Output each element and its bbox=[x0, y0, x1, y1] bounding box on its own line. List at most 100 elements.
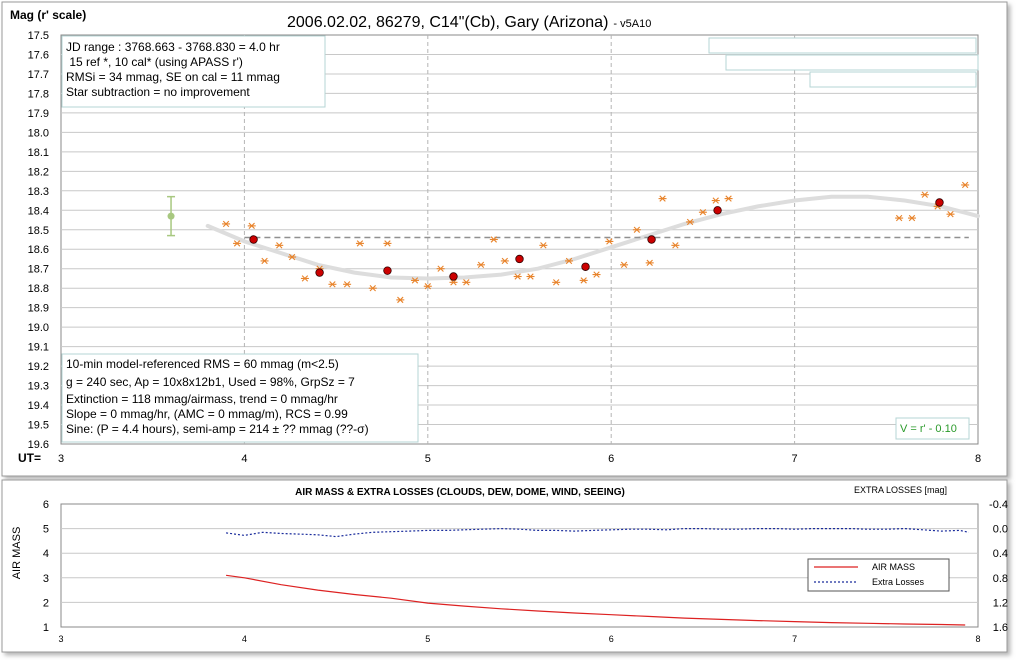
data-point-asterisk bbox=[300, 275, 309, 282]
extra-losses-tick-label: 0.4 bbox=[993, 548, 1008, 560]
info-box-top bbox=[61, 35, 326, 108]
data-point-asterisk bbox=[895, 214, 904, 222]
data-point-asterisk bbox=[565, 257, 574, 265]
x-tick-label: 3 bbox=[58, 453, 64, 465]
data-point-asterisk bbox=[658, 195, 667, 202]
x-tick-label: 5 bbox=[425, 453, 431, 465]
airmass-x-tick-label: 5 bbox=[425, 634, 430, 644]
data-point-asterisk bbox=[462, 279, 471, 286]
info-bottom-line-1: 10-min model-referenced RMS = 60 mmag (m… bbox=[66, 357, 339, 371]
data-point-asterisk bbox=[671, 242, 680, 249]
legend-box-1 bbox=[708, 37, 977, 54]
airmass-left-ticks: 1 2 3 4 5 6 bbox=[43, 499, 49, 634]
airmass-tick-label: 4 bbox=[43, 548, 49, 560]
chart-title-suffix: - v5A10 bbox=[613, 18, 651, 30]
legend-box-3 bbox=[809, 71, 977, 88]
legend-box-2 bbox=[725, 54, 979, 71]
data-point-asterisk bbox=[449, 279, 458, 286]
data-point-asterisk bbox=[288, 253, 297, 261]
data-point-asterisk bbox=[907, 214, 916, 222]
y-tick-label: 17.7 bbox=[28, 69, 49, 81]
info-top-line-1: JD range : 3768.663 - 3768.830 = 4.0 hr bbox=[66, 40, 280, 54]
data-point-asterisk bbox=[396, 296, 405, 304]
chart-title-main: 2006.02.02, 86279, C14"(Cb), Gary (Arizo… bbox=[287, 14, 608, 31]
y-axis-label: Mag (r' scale) bbox=[10, 8, 86, 22]
data-point-asterisk bbox=[920, 191, 929, 198]
legend-label-extra-losses: Extra Losses bbox=[872, 577, 925, 587]
data-point-asterisk bbox=[513, 273, 522, 280]
data-point-asterisk bbox=[552, 279, 561, 286]
airmass-tick-label: 5 bbox=[43, 524, 49, 536]
data-point-average bbox=[935, 198, 944, 207]
extra-losses-line bbox=[226, 527, 969, 538]
data-point-asterisk bbox=[632, 226, 641, 233]
y-tick-label: 19.1 bbox=[28, 342, 49, 354]
airmass-tick-label: 6 bbox=[43, 499, 49, 511]
data-point-asterisk bbox=[526, 273, 535, 280]
data-point-asterisk bbox=[247, 222, 256, 230]
info-bottom-line-4: Slope = 0 mmag/hr, (AMC = 0 mmag/m), RCS… bbox=[66, 407, 348, 421]
airmass-chart: 1 2 3 4 5 6 -0.4 0.0 0.4 0.8 1.2 1.6 3 4 5 6 7 8 AIR MA… bbox=[11, 485, 1008, 644]
data-point-asterisk bbox=[368, 285, 377, 292]
y-tick-label: 18.6 bbox=[28, 244, 49, 256]
y-tick-label: 17.5 bbox=[28, 30, 49, 42]
data-point-average bbox=[249, 235, 258, 244]
airmass-legend bbox=[807, 558, 950, 592]
x-tick-label: 6 bbox=[608, 453, 614, 465]
data-point-asterisk bbox=[355, 240, 364, 247]
data-point-asterisk bbox=[233, 240, 242, 247]
magnitude-chart: 17.5 17.6 17.7 17.8 17.9 18.0 18.1 18.2 18.3 18.4… bbox=[10, 8, 981, 465]
airmass-y-label: AIR MASS bbox=[11, 527, 23, 580]
info-top-line-3: RMSi = 34 mmag, SE on cal = 11 mmag bbox=[66, 70, 280, 84]
info-bottom-line-3: Extinction = 118 mmag/airmass, trend = 0… bbox=[66, 392, 338, 406]
y-tick-label: 18.1 bbox=[28, 147, 49, 159]
extra-losses-tick-label: 1.6 bbox=[993, 622, 1008, 634]
airmass-x-tick-label: 7 bbox=[792, 634, 797, 644]
airmass-series bbox=[226, 527, 969, 626]
airmass-tick-label: 1 bbox=[43, 622, 49, 634]
data-point-asterisk bbox=[698, 209, 707, 216]
data-point-asterisk bbox=[645, 259, 654, 267]
airmass-x-tick-label: 3 bbox=[58, 634, 63, 644]
airmass-x-tick-label: 8 bbox=[975, 634, 980, 644]
extra-losses-tick-label: 0.8 bbox=[993, 573, 1008, 585]
y-tick-label: 18.8 bbox=[28, 283, 49, 295]
info-box-bottom bbox=[61, 353, 419, 443]
sine-fit-curve bbox=[205, 194, 980, 281]
airmass-x-ticks: 3 4 5 6 7 8 bbox=[58, 634, 980, 644]
y-tick-label: 19.2 bbox=[28, 361, 49, 373]
v-label-text: V = r' - 0.10 bbox=[900, 423, 957, 435]
chart-title: 2006.02.02, 86279, C14"(Cb), Gary (Arizo… bbox=[287, 14, 651, 31]
data-point-asterisk bbox=[222, 220, 231, 228]
airmass-x-tick-label: 4 bbox=[242, 634, 247, 644]
y-tick-label: 17.9 bbox=[28, 108, 49, 120]
legend-label-airmass: AIR MASS bbox=[872, 562, 915, 572]
extra-losses-tick-label: 0.0 bbox=[993, 524, 1008, 536]
airmass-chart-title: AIR MASS & EXTRA LOSSES (CLOUDS, DEW, DO… bbox=[295, 487, 625, 498]
data-point-asterisk bbox=[724, 195, 733, 202]
info-bottom-line-5: Sine: (P = 4.4 hours), semi-amp = 214 ± … bbox=[66, 422, 369, 436]
data-point-asterisk bbox=[539, 242, 548, 249]
x-tick-label: 4 bbox=[241, 453, 247, 465]
extra-losses-tick-label: -0.4 bbox=[989, 499, 1008, 511]
airmass-line bbox=[226, 574, 966, 626]
data-point-asterisk bbox=[275, 242, 284, 249]
y-tick-label: 18.2 bbox=[28, 166, 49, 178]
data-point-asterisk bbox=[260, 257, 269, 265]
y-tick-label: 19.6 bbox=[28, 439, 49, 451]
error-bar-point bbox=[167, 212, 175, 220]
data-point-asterisk bbox=[605, 238, 614, 245]
data-point-asterisk bbox=[328, 281, 337, 288]
y-tick-label: 17.8 bbox=[28, 88, 49, 100]
data-point-asterisk bbox=[476, 261, 485, 269]
y-tick-label: 18.7 bbox=[28, 264, 49, 276]
data-point-asterisk bbox=[592, 271, 601, 278]
data-point-asterisk bbox=[579, 277, 588, 284]
magnitude-y-ticks: 17.5 17.6 17.7 17.8 17.9 18.0 18.1 18.2 18.3 18.4… bbox=[28, 30, 49, 451]
data-point-asterisk bbox=[383, 240, 392, 247]
x-tick-label: 7 bbox=[792, 453, 798, 465]
data-point-asterisk bbox=[410, 277, 419, 284]
magnitude-series bbox=[167, 181, 980, 304]
